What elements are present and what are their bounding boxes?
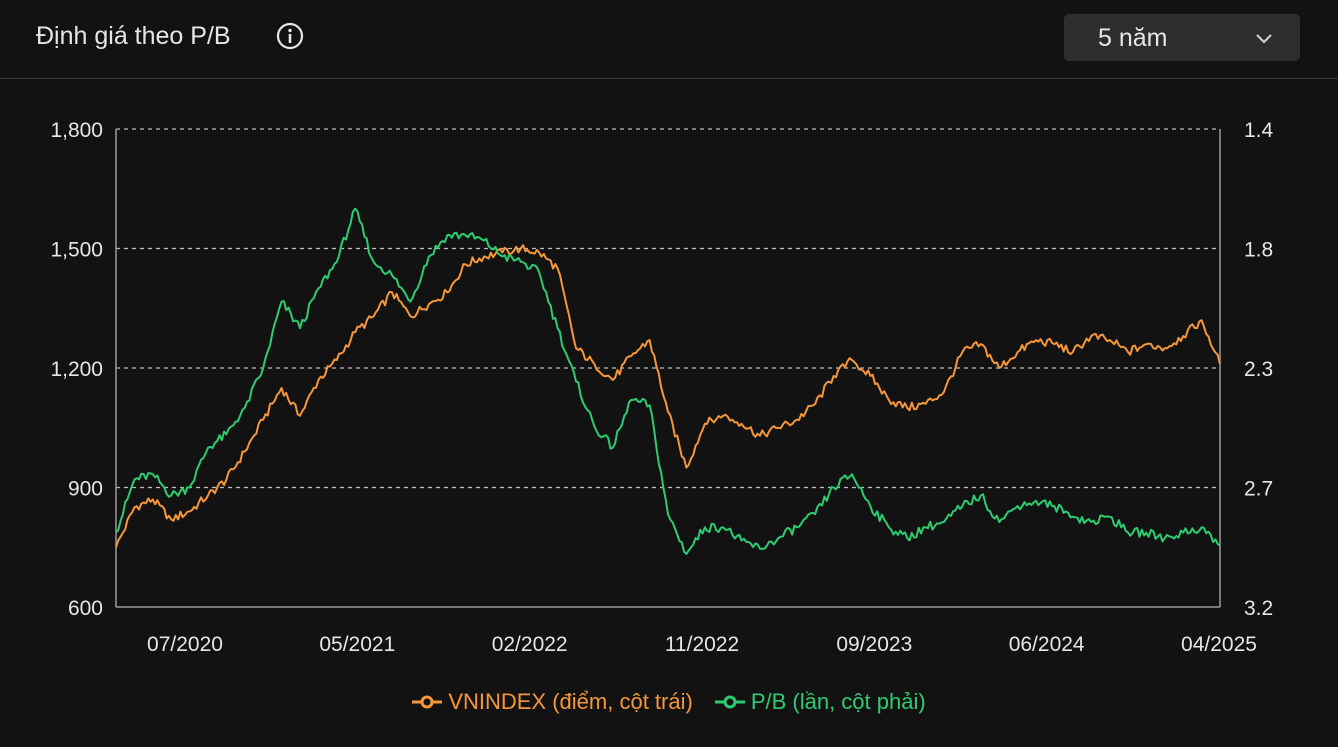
- x-tick-label: 07/2020: [147, 633, 223, 656]
- chart-title: Định giá theo P/B: [36, 22, 231, 50]
- card-header: Định giá theo P/B 5 năm: [0, 0, 1338, 79]
- y-right-tick-label: 1.4: [1244, 119, 1274, 142]
- y-left-tick-label: 600: [68, 597, 103, 620]
- y-right-tick-label: 3.2: [1244, 597, 1273, 620]
- legend-item-vnindex[interactable]: VNINDEX (điểm, cột trái): [412, 689, 693, 715]
- info-icon[interactable]: [276, 22, 304, 50]
- period-dropdown-value: 5 năm: [1098, 24, 1168, 52]
- chevron-down-icon: [1256, 34, 1272, 44]
- y-left-tick-label: 900: [68, 478, 103, 501]
- pb-valuation-chart: 1,800 1,500 1,200 900 600 3.2 2.7 2.3 1.8 1.4 07/2…: [50, 119, 1274, 656]
- series-line-pb: [115, 207, 1221, 555]
- y-right-tick-label: 2.3: [1244, 358, 1273, 381]
- x-tick-label: 11/2022: [665, 633, 739, 656]
- legend-item-pb[interactable]: P/B (lần, cột phải): [714, 689, 926, 715]
- y-left-tick-label: 1,200: [50, 358, 103, 381]
- y-left-tick-label: 1,500: [50, 239, 103, 262]
- legend-label-pb: P/B (lần, cột phải): [750, 689, 926, 714]
- period-dropdown[interactable]: 5 năm: [1064, 14, 1300, 61]
- y-right-tick-label: 1.8: [1244, 239, 1273, 262]
- y-left-tick-label: 1,800: [50, 119, 103, 142]
- x-tick-label: 09/2023: [836, 633, 912, 656]
- x-tick-label: 04/2025: [1181, 633, 1257, 656]
- x-tick-label: 06/2024: [1009, 633, 1085, 656]
- legend-swatch-pb: [714, 695, 745, 709]
- legend-swatch-vnindex: [412, 695, 443, 709]
- series-line-vnindex: [115, 244, 1221, 548]
- y-right-tick-label: 2.7: [1244, 478, 1273, 501]
- x-tick-label: 02/2022: [492, 633, 568, 656]
- legend-label-vnindex: VNINDEX (điểm, cột trái): [448, 689, 693, 714]
- chart-legend: VNINDEX (điểm, cột trái) P/B (lần, cột p…: [0, 686, 1338, 718]
- x-tick-label: 05/2021: [319, 633, 395, 656]
